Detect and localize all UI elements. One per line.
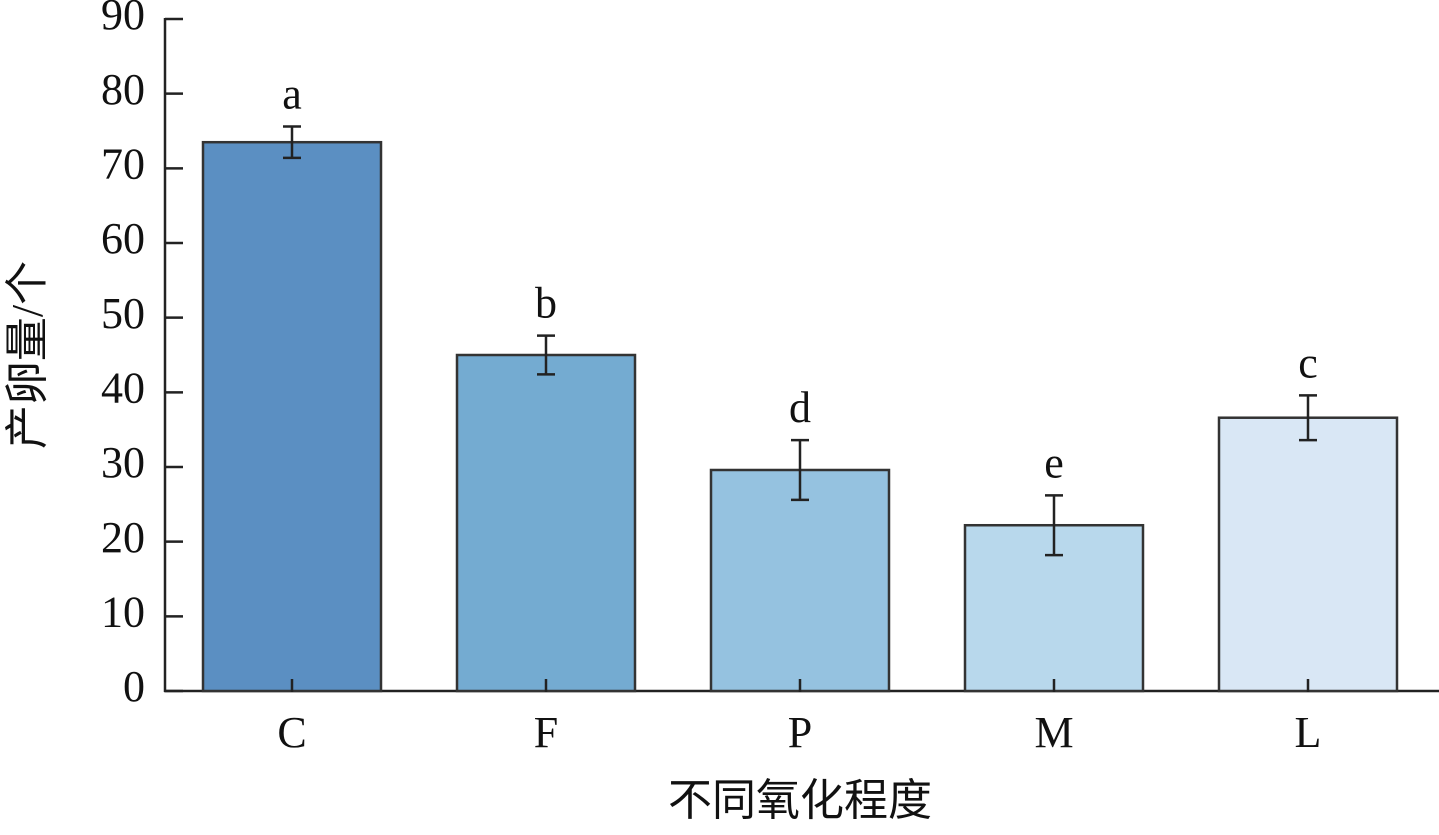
bar: [709, 468, 891, 693]
bar: [201, 140, 383, 693]
x-tick-label: F: [534, 708, 558, 757]
x-tick-label: P: [788, 708, 812, 757]
y-tick-label: 40: [101, 363, 145, 412]
y-tick-label: 30: [101, 438, 145, 487]
y-tick-label: 20: [101, 513, 145, 562]
y-tick-label: 70: [101, 139, 145, 188]
y-tick-label: 50: [101, 289, 145, 338]
y-tick-label: 80: [101, 65, 145, 114]
y-tick-label: 90: [101, 0, 145, 39]
significance-label: a: [282, 70, 302, 119]
y-axis-label: 产卵量/个: [3, 261, 52, 449]
x-tick-label: L: [1295, 708, 1322, 757]
significance-label: c: [1298, 338, 1318, 387]
y-tick-label: 60: [101, 214, 145, 263]
significance-label: e: [1044, 438, 1064, 487]
bar: [1217, 416, 1399, 693]
y-tick-label: 10: [101, 587, 145, 636]
x-tick-label: C: [277, 708, 306, 757]
x-tick-label: M: [1034, 708, 1073, 757]
x-axis-label: 不同氧化程度: [668, 776, 932, 825]
bar: [455, 353, 637, 693]
significance-label: d: [789, 383, 811, 432]
significance-label: b: [535, 279, 557, 328]
y-tick-label: 0: [123, 662, 145, 711]
